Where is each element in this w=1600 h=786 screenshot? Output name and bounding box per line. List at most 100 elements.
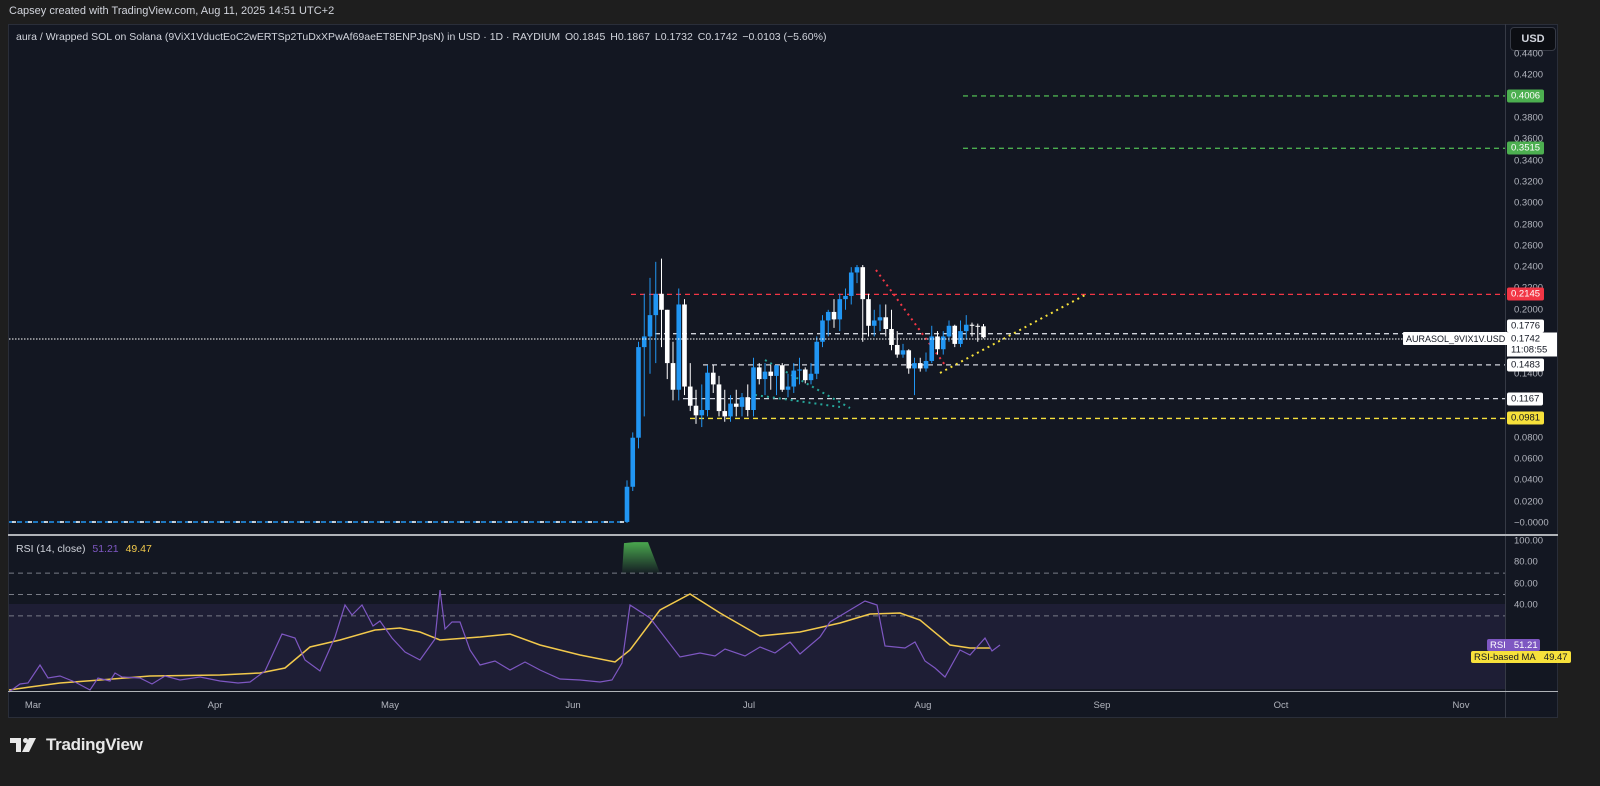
candle [917,363,923,369]
candle [751,367,756,411]
rsi-tag: RSI 51.21 [1487,639,1540,651]
candle [705,372,710,411]
time-axis-border [8,691,1558,692]
rsi-tick: 80.00 [1514,556,1538,568]
candle [866,299,871,326]
candle [791,370,797,387]
candle [670,363,676,390]
price-tick: 0.2800 [1514,219,1544,231]
candle [808,373,814,381]
price-axis-border [1505,24,1506,718]
candle [693,405,699,416]
candle [894,344,900,355]
price-tick: 0.4400 [1514,48,1544,60]
horizontal-levels[interactable] [631,95,1505,420]
ohlc-change: −0.0103 (−5.60%) [742,31,827,43]
price-tick: 0.3800 [1514,112,1544,124]
time-label: Apr [207,700,223,711]
candle [820,320,825,342]
candle [722,411,728,417]
time-label: Nov [1452,700,1470,711]
symbol-legend[interactable]: aura / Wrapped SOL on Solana (9ViX1Vduct… [16,31,826,43]
candle [854,267,860,273]
candle [860,267,866,300]
price-tag: 0.1167 [1507,392,1544,406]
candle [929,336,935,361]
time-label: Mar [24,700,42,711]
logo-text: TradingView [46,735,143,754]
candle [676,304,682,390]
price-tick: 0.0600 [1514,453,1544,465]
candle [883,317,889,329]
price-tag: 0.1742 [1507,332,1557,346]
rsi-line [8,589,1001,693]
candle [733,403,739,407]
rsi-ma-tag-value: 49.47 [1543,651,1568,663]
series-label: AURASOL_9VIX1V.USD [1403,332,1509,345]
tradingview-logo-icon [10,738,36,752]
candle [647,315,653,337]
candle [946,325,952,337]
price-tag: 0.4006 [1507,89,1545,103]
rsi-band [9,604,1505,689]
candle [825,311,831,321]
candle [871,320,877,326]
ohlc-low: L0.1732 [654,31,693,43]
wedge-top[interactable] [764,359,851,409]
candle [653,293,659,316]
rsi-ma-line [8,593,990,691]
candle [952,325,958,344]
candle [935,336,940,350]
rsi-legend[interactable]: RSI (14, close) 51.21 49.47 [16,543,152,555]
candle [774,365,779,376]
price-tag: 0.0981 [1507,411,1545,425]
rsi-ma-tag: RSI-based MA 49.47 [1471,651,1571,663]
price-tag: 0.3515 [1507,141,1545,155]
time-label: Oct [1273,700,1289,711]
rsi-ma-value: 49.47 [125,543,152,555]
candle [912,363,917,369]
candle [963,324,969,332]
overbought-fill [622,542,660,574]
candle [739,397,745,407]
candle [699,410,705,416]
time-label: May [381,700,399,711]
candle [728,403,733,417]
chart-caption: Capsey created with TradingView.com, Aug… [9,5,335,17]
price-tick: 0.1400 [1514,368,1544,380]
candle [969,324,975,326]
candle [889,328,894,345]
candle [659,293,664,310]
price-tag: 11:08:55 [1507,343,1557,357]
price-tick: 0.3200 [1514,176,1544,188]
candle [745,397,751,411]
candle [900,350,906,355]
candle [636,347,641,438]
rsi-tick: 100.00 [1514,535,1544,547]
time-label: Jul [742,700,756,711]
ohlc-high: H0.1867 [610,31,650,43]
candle [768,371,774,376]
rsi-series[interactable] [8,542,1505,693]
rsi-tag-value: 51.21 [1513,639,1538,651]
wedge-bottom[interactable] [754,394,841,408]
candle [981,326,986,338]
currency-button[interactable]: USD [1510,27,1556,51]
candle [630,437,636,487]
price-tick: 0.0800 [1514,432,1544,444]
price-tick: 0.2000 [1514,304,1544,316]
candle [940,336,946,350]
candle [906,350,912,369]
tradingview-logo[interactable]: TradingView [10,735,143,755]
rsi-tag-label: RSI [1490,639,1506,651]
price-tick: 0.3400 [1514,155,1544,167]
pane-separator[interactable] [8,534,1558,536]
candle [802,369,808,381]
candle [785,386,791,390]
candle [779,365,785,390]
candle [848,272,854,296]
candle [641,336,647,348]
candle [814,341,820,374]
candlestick-series[interactable] [624,258,986,523]
